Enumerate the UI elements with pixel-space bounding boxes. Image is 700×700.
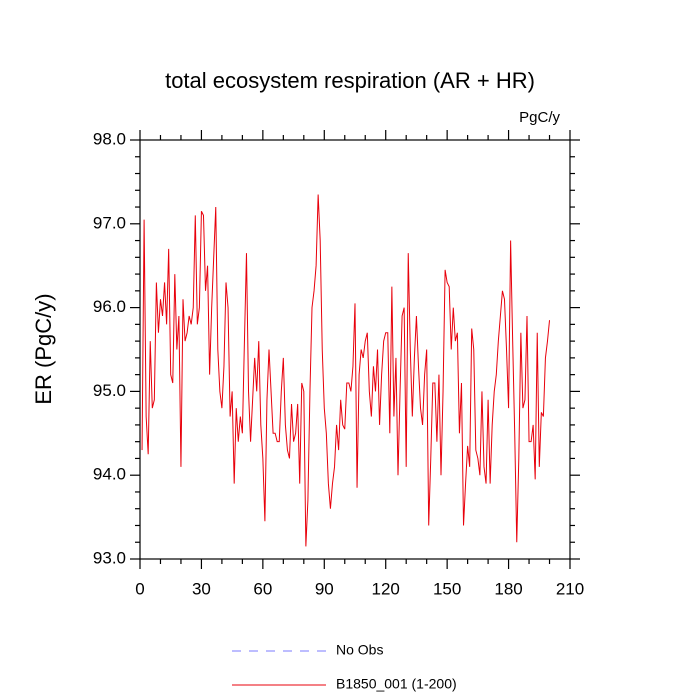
units-label: PgC/y	[519, 109, 560, 126]
x-tick-label: 120	[372, 579, 400, 598]
data-line	[141, 194, 551, 547]
x-tick-label: 210	[556, 579, 584, 598]
legend-label: No Obs	[336, 642, 383, 658]
y-tick-label: 95.0	[93, 381, 126, 400]
legend-label: B1850_001 (1-200)	[336, 676, 457, 692]
x-tick-label: 0	[135, 579, 144, 598]
x-tick-label: 90	[315, 579, 334, 598]
plot-frame	[139, 139, 571, 560]
y-tick-label: 94.0	[93, 465, 126, 484]
y-tick-label: 96.0	[93, 297, 126, 316]
x-tick-label: 60	[253, 579, 272, 598]
x-tick-label: 150	[433, 579, 461, 598]
chart-title: total ecosystem respiration (AR + HR)	[165, 68, 535, 93]
x-tick-label: 180	[494, 579, 522, 598]
y-tick-label: 97.0	[93, 213, 126, 232]
y-axis-label: ER (PgC/y)	[31, 293, 56, 404]
y-tick-label: 93.0	[93, 548, 126, 567]
x-tick-label: 30	[192, 579, 211, 598]
y-tick-label: 98.0	[93, 129, 126, 148]
